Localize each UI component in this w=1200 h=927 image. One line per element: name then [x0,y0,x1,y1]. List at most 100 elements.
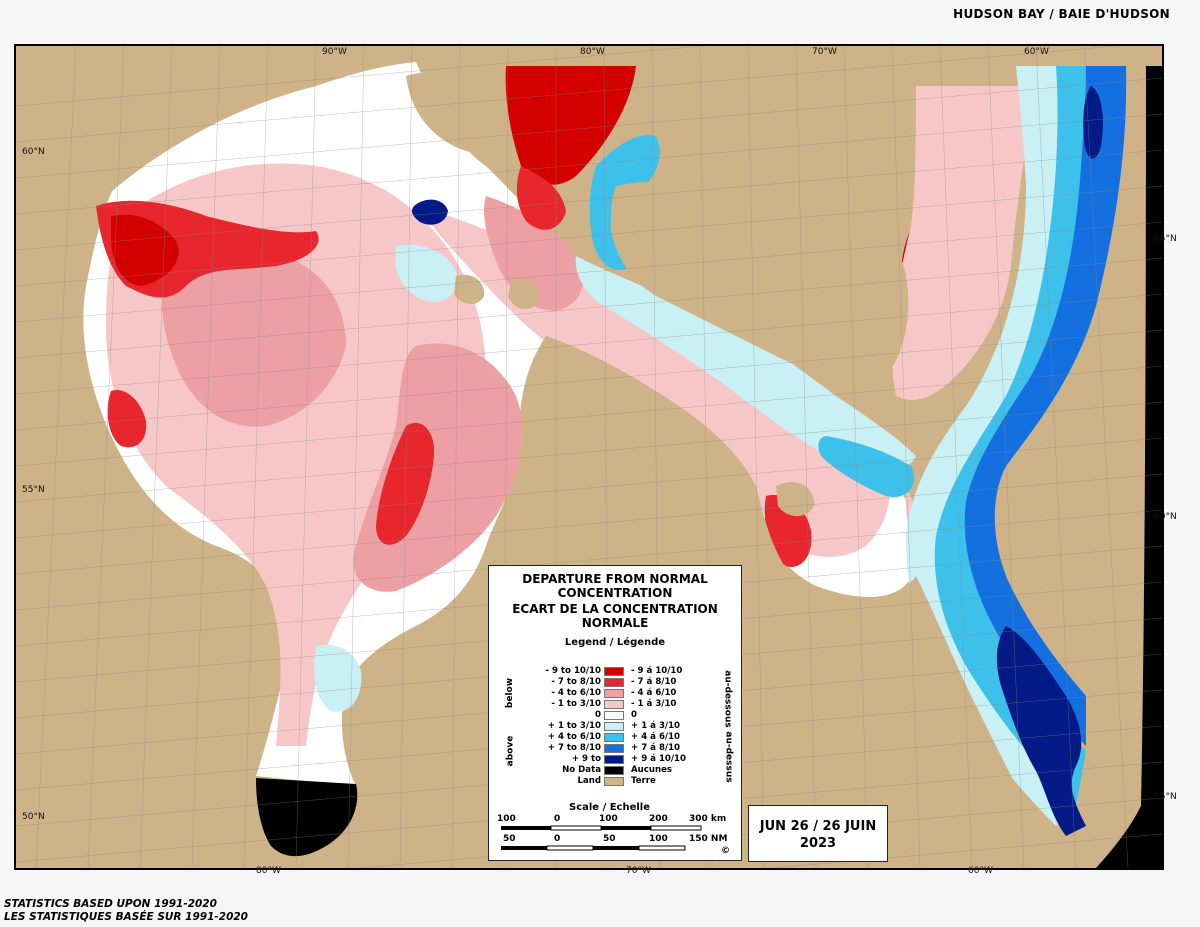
graticule-line [16,365,1162,467]
graticule-line [16,437,1162,539]
zone-minus-7-8-foxe-tail [516,166,566,230]
legend-panel: DEPARTURE FROM NORMAL CONCENTRATION ECAR… [488,565,742,861]
graticule-line [1083,46,1129,868]
graticule-line [987,46,1025,868]
legend-row-label-fr: - 9 á 10/10 [631,666,683,676]
zone-minus-1-3-labrador [891,86,1036,400]
legend-row-label-en: + 1 to 3/10 [547,721,601,731]
legend-swatch [604,733,624,742]
legend-row: Land Terre [489,776,743,787]
graticule-line [16,77,1162,179]
legend-title-en-2: CONCENTRATION [557,586,673,600]
graticule-line [295,46,317,868]
zone-minus-4-6 [161,251,346,427]
legend-row-label-fr: 0 [631,710,637,720]
date-line-2: 2023 [799,836,837,851]
zone-plus-9-10-labrador-north [1083,86,1103,159]
graticule-line [347,46,365,868]
lon-label-bottom-80w: 80°W [256,866,281,876]
footer-notes: STATISTICS BASED UPON 1991-2020 LES STAT… [4,898,248,924]
graticule-line [16,221,1162,323]
legend-row: No Data Aucunes [489,765,743,776]
legend-row-label-fr: - 4 á 6/10 [631,688,677,698]
legend-row: - 9 to 10/10 - 9 á 10/10 [489,666,743,677]
graticule-line [16,149,1162,251]
legend-swatch [604,678,624,687]
graticule-line [16,257,1162,359]
legend-row: - 4 to 6/10 - 4 á 6/10 [489,688,743,699]
graticule-line [843,46,869,868]
legend-below-label: below [505,677,516,709]
legend-row-label-en: + 4 to 6/10 [547,732,601,742]
lon-label-top-60w: 60°W [1024,47,1049,57]
graticule-line [16,329,1162,431]
scale-nm-label-3: 100 [649,834,668,844]
scale-nm-label-1: 0 [554,834,561,844]
lon-label-bottom-60w: 60°W [968,866,993,876]
legend-row: - 1 to 3/10 - 1 á 3/10 [489,699,743,710]
legend-row-label-fr: Terre [631,776,656,786]
zone-plus-4-6-ungava-mouth [818,436,915,497]
ice-departure-map[interactable] [14,44,1164,870]
scale-km-label-3: 200 [649,814,668,824]
legend-row-label-en: Land [577,776,601,786]
legend-swatch [604,700,624,709]
legend-swatch [604,777,624,786]
legend-row: + 4 to 6/10 + 4 á 6/10 [489,732,743,743]
scale-nm-label-2: 50 [603,834,616,844]
legend-au-dessus-label: au-dessus [723,731,734,783]
lon-label-top-70w: 70°W [812,47,837,57]
legend-row: + 9 to + 9 á 10/10 [489,754,743,765]
scale-bar-km [501,825,702,831]
legend-title-en-1: DEPARTURE FROM NORMAL [522,572,708,586]
lat-label-right-65n: 65°N [1154,234,1177,244]
scale-bar: Scale / Echelle 100 0 100 200 300 km 50 … [497,802,739,858]
graticule-line [16,46,707,107]
legend-row: - 7 to 8/10 - 7 á 8/10 [489,677,743,688]
legend-swatch [604,766,624,775]
graticule-line [16,509,1162,611]
legend-row-label-en: No Data [562,765,601,775]
scale-nm-label-0: 50 [503,834,516,844]
legend-row-label-en: - 7 to 8/10 [551,677,601,687]
lat-label-left-50n: 50°N [22,812,45,822]
graticule-line [191,46,221,868]
graticule-line [769,833,1162,868]
legend-row-label-en: - 9 to 10/10 [545,666,601,676]
scale-km-label-4: 300 km [689,814,727,824]
legend-above-label: above [505,735,516,767]
legend-subtitle: Legend / Légende [564,637,666,648]
legend-au-dessous-label: au-dessous [722,670,733,728]
legend-swatch [604,755,624,764]
graticule-line [16,293,1162,395]
lat-label-right-60n: 60°N [1154,512,1177,522]
graticule-line [451,46,461,868]
lat-label-left-55n: 55°N [22,485,45,495]
legend-row: + 1 to 3/10 + 1 á 3/10 [489,721,743,732]
scale-bar-nm [501,845,686,851]
graticule-line [16,185,1162,287]
graticule-line [16,46,1120,143]
zone-minus-9-10-northwest [111,214,179,286]
scale-nm-label-4: 150 NM [689,834,728,844]
zone-minus-7-8-east-bay [376,422,435,545]
legend-title-fr-2: NORMALE [581,616,649,630]
zone-minus-9-10-foxe [505,66,636,185]
graticule-line [891,46,921,868]
copyright-icon: © [721,846,730,856]
zone-no-data-east [1096,66,1162,868]
zone-plus-9-10-labrador-south [996,626,1086,836]
graticule-line [795,46,817,868]
legend-row-label-fr: + 7 á 8/10 [631,743,681,753]
scale-title: Scale / Echelle [569,802,651,813]
zone-minus-4-6-strait [484,196,584,311]
scale-km-label-1: 0 [554,814,561,824]
legend-row-label-fr: - 1 á 3/10 [631,699,677,709]
graticule-line [747,46,765,868]
legend-swatch [604,711,624,720]
footer-line-1: STATISTICS BASED UPON 1991-2020 [4,898,217,910]
legend-row-label-fr: + 4 á 6/10 [631,732,681,742]
lon-label-bottom-70w: 70°W [626,866,651,876]
legend-row-label-fr: - 7 á 8/10 [631,677,677,687]
